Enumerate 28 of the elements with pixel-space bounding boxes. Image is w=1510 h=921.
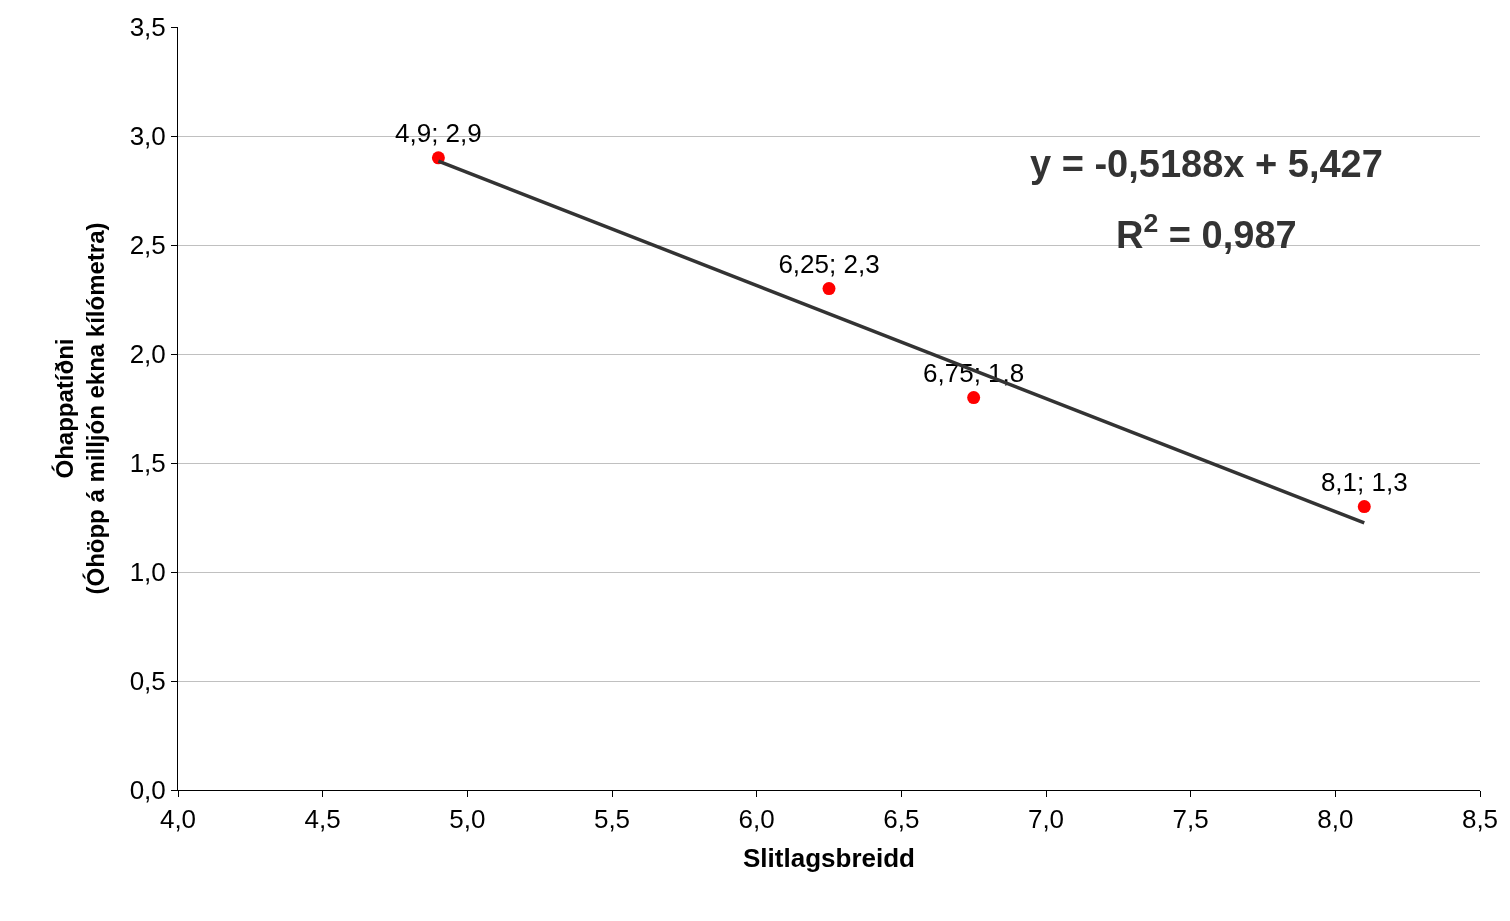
y-tick-label: 1,5	[129, 448, 166, 479]
x-tick-label: 7,0	[1027, 804, 1065, 835]
x-tick-label: 5,0	[449, 804, 486, 835]
y-tick-label: 2,0	[129, 339, 166, 370]
point	[1357, 500, 1371, 514]
x-tick-label: 7,5	[1172, 804, 1209, 835]
point	[967, 391, 981, 405]
data-label: 8,1; 1,3	[1320, 466, 1408, 497]
data-label: 4,9; 2,9	[395, 118, 482, 149]
point	[822, 282, 836, 296]
y-tick-label: 0,5	[129, 666, 166, 697]
y-tick-label: 0,0	[129, 775, 166, 806]
y-axis-title: Óhappatíðni (Óhöpp á milljón ekna kílómetra)	[50, 222, 109, 595]
annotation: R$^{2}$ = 0,987	[1116, 208, 1297, 256]
y-tick-label: 2,5	[129, 230, 166, 261]
y-tick-label: 3,5	[129, 12, 166, 43]
x-tick-label: 6,5	[883, 804, 920, 835]
data-label: 6,25; 2,3	[778, 248, 880, 279]
x-axis-title: Slitlagsbreidd	[743, 842, 915, 873]
annotation: y = -0,5188x + 5,427	[1030, 143, 1383, 185]
y-tick-label: 1,0	[129, 557, 166, 588]
x-tick-label: 4,5	[304, 804, 341, 835]
x-tick-label: 8,5	[1461, 804, 1499, 835]
x-tick-label: 4,0	[159, 804, 197, 835]
x-tick-label: 8,0	[1317, 804, 1354, 835]
x-tick-label: 6,0	[738, 804, 775, 835]
y-tick-label: 3,0	[129, 121, 166, 152]
x-tick-label: 5,5	[593, 804, 631, 835]
